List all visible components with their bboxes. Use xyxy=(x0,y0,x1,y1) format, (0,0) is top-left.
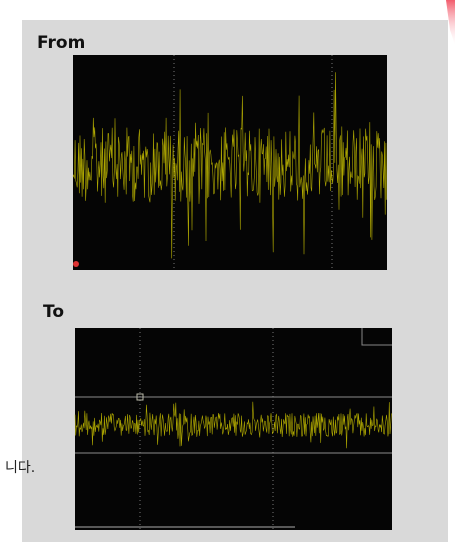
screenshot: From To 니다. xyxy=(0,0,455,553)
body: From To 니다. (() => { const data = JSON.p… xyxy=(0,0,455,553)
page: {"from_label": "From", "to_label": "To",… xyxy=(0,0,455,553)
scope-marker xyxy=(73,261,79,267)
side-text: 니다. xyxy=(5,460,35,476)
scope-capture-to xyxy=(75,328,392,530)
scope-capture-from xyxy=(73,55,387,270)
to-label: To xyxy=(43,302,64,322)
from-label: From xyxy=(37,33,85,53)
